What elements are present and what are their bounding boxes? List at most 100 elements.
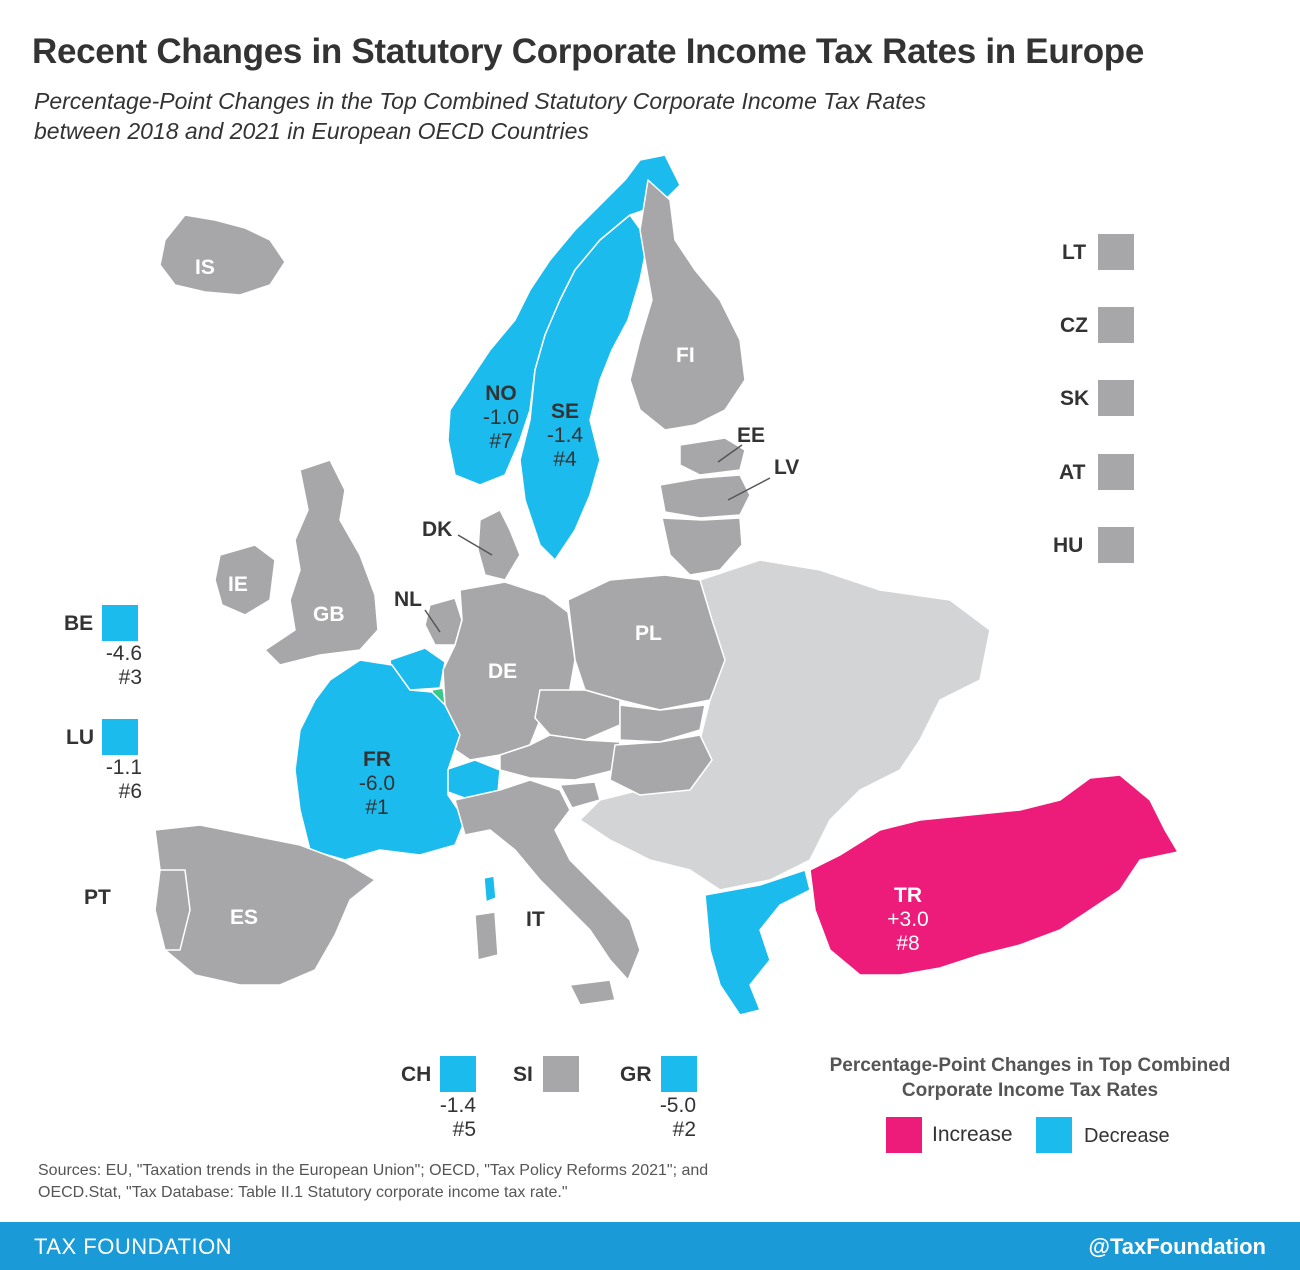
small-state-change-gr: -5.0 [659,1094,696,1117]
small-state-label-be: BE [64,612,94,635]
small-state-swatch-cz [1098,307,1134,343]
country-shape-hu [609,734,713,796]
country-shape-dk [477,509,521,581]
source-line-2: OECD.Stat, "Tax Database: Table II.1 Sta… [38,1184,568,1201]
label-no-change: -1.0 [482,406,520,429]
footer-brand: TAX FOUNDATION [34,1234,233,1259]
country-shape-lt [661,517,743,576]
label-fi: FI [676,344,695,367]
legend-title: Percentage-Point Changes in Top Combined… [800,1053,1260,1103]
country-shape-pl [567,574,726,711]
label-is: IS [195,256,215,279]
small-state-rank-be: #3 [118,666,142,689]
country-shape-fr [294,659,466,861]
small-state-swatch-lu [102,719,138,755]
small-state-change-be: -4.6 [105,642,142,665]
small-state-label-lt: LT [1062,241,1087,264]
country-shape-it [454,779,641,981]
small-state-change-ch: -1.4 [439,1094,476,1117]
legend-title-line-2: Corporate Income Tax Rates [901,1080,1159,1101]
country-shape-tr [809,774,1179,976]
small-state-swatch-si [543,1056,579,1092]
small-state-label-gr: GR [620,1063,652,1086]
label-se-change: -1.4 [546,424,584,447]
country-shape-lv [659,474,751,519]
country-shape-corsica [483,875,497,903]
legend-label-increase: Increase [932,1123,1013,1146]
label-se-code: SE [550,400,579,423]
small-state-swatch-at [1098,454,1134,490]
legend-swatch-decrease [1036,1117,1072,1153]
label-de: DE [488,660,518,683]
country-shape-sicily [569,979,616,1006]
small-state-rank-ch: #5 [452,1118,476,1141]
small-state-swatch-gr [661,1056,697,1092]
label-lv: LV [774,456,800,479]
subtitle-line-2: between 2018 and 2021 in European OECD C… [34,118,589,144]
small-state-label-si: SI [513,1063,533,1086]
country-shape-gr [704,869,811,1016]
small-state-rank-gr: #2 [672,1118,696,1141]
label-fr-change: -6.0 [358,772,396,795]
leader-line-lv [727,477,771,501]
label-pl: PL [635,622,662,645]
label-no: NO -1.0 #7 [470,382,532,454]
country-shape-si [559,781,601,809]
label-ee: EE [737,424,766,447]
page-subtitle: Percentage-Point Changes in the Top Comb… [34,86,1134,146]
source-line-1: Sources: EU, "Taxation trends in the Eur… [38,1162,709,1179]
small-state-label-sk: SK [1060,387,1090,410]
country-shape-sardinia [474,911,499,961]
small-state-swatch-be [102,605,138,641]
label-fr-code: FR [363,748,391,771]
label-se-rank: #4 [553,448,577,471]
label-es: ES [230,906,259,929]
footer-bar: TAX FOUNDATION @TaxFoundation [0,1222,1300,1270]
country-shape-is [159,214,286,296]
leader-line-ee [717,444,743,463]
label-tr-rank: #8 [896,932,920,955]
country-shape-ie [214,544,276,616]
small-state-label-at: AT [1059,461,1086,484]
label-se: SE -1.4 #4 [534,400,596,472]
country-shape-se [519,214,649,561]
footer-twitter-handle[interactable]: @TaxFoundation [1088,1234,1266,1259]
country-shape-pt [154,869,191,951]
legend-swatch-increase [886,1117,922,1153]
subtitle-line-1: Percentage-Point Changes in the Top Comb… [34,88,926,114]
label-tr-change: +3.0 [887,908,929,931]
label-tr-code: TR [894,884,922,907]
label-no-code: NO [485,382,517,405]
small-state-rank-lu: #6 [118,780,142,803]
label-fr: FR -6.0 #1 [346,748,408,820]
small-state-swatch-hu [1098,527,1134,563]
country-shape-cz [534,689,621,741]
label-it: IT [526,908,545,931]
label-pt: PT [84,886,111,909]
label-dk: DK [422,518,453,541]
label-ie: IE [228,573,248,596]
label-nl: NL [394,588,422,611]
small-state-label-ch: CH [401,1063,432,1086]
page-title: Recent Changes in Statutory Corporate In… [32,32,1145,71]
source-note: Sources: EU, "Taxation trends in the Eur… [38,1160,838,1204]
label-gb: GB [313,603,345,626]
country-shape-gb [264,459,379,666]
small-state-change-lu: -1.1 [105,756,142,779]
leader-line-dk [457,534,493,556]
label-no-rank: #7 [489,430,513,453]
legend-title-line-1: Percentage-Point Changes in Top Combined [829,1055,1231,1076]
country-shape-ee [679,437,746,476]
country-shape-sk [619,704,706,743]
label-fr-rank: #1 [365,796,389,819]
small-state-label-cz: CZ [1060,314,1088,337]
small-state-label-lu: LU [66,726,94,749]
small-state-swatch-lt [1098,234,1134,270]
small-state-label-hu: HU [1053,534,1084,557]
leader-line-nl [424,609,441,633]
label-tr: TR +3.0 #8 [880,884,936,956]
small-state-swatch-sk [1098,380,1134,416]
europe-map [154,154,1179,1016]
legend-label-decrease: Decrease [1084,1125,1170,1147]
country-shape-fi [629,179,746,431]
